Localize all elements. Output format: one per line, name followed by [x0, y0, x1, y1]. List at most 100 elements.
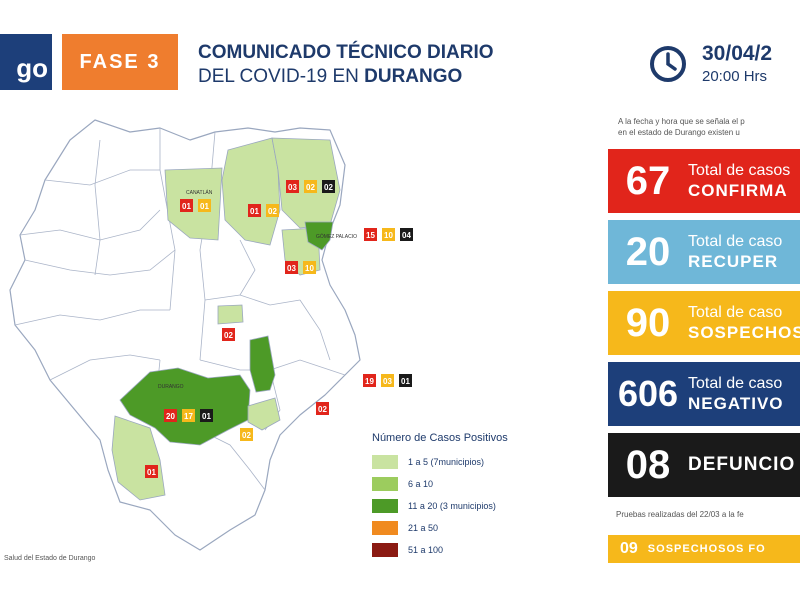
stat-confirmed-value: 67	[625, 158, 671, 203]
region-south-center	[247, 397, 281, 431]
stat-confirmed-title: CONFIRMA	[688, 181, 788, 200]
badge-0: 01	[182, 202, 191, 211]
stat-confirmed: 67 Total de casos CONFIRMA	[608, 149, 800, 213]
badge-2: 01	[250, 207, 259, 216]
legend-item: 1 a 5 (7municipios)	[372, 451, 508, 473]
suspected-bar-label: SOSPECHOSOS FO	[647, 543, 766, 555]
region-east-strip	[249, 335, 276, 393]
legend-label: 6 a 10	[408, 479, 434, 489]
legend-swatch	[372, 543, 398, 557]
badge-9-bg	[400, 228, 413, 241]
stat-negative-value: 606	[617, 373, 679, 414]
badge-15: 01	[202, 412, 211, 421]
stat-deaths-value: 08	[625, 442, 671, 487]
suspected-bar-value: 09	[620, 540, 638, 557]
badge-0-bg	[180, 199, 193, 212]
legend-swatch	[372, 521, 398, 535]
badge-13: 20	[166, 412, 175, 421]
badge-17-bg	[381, 374, 394, 387]
legend-label: 11 a 20 (3 municipios)	[408, 501, 496, 511]
suspected-bar: 09 SOSPECHOSOS FO	[608, 535, 800, 563]
badge-6-bg	[322, 180, 335, 193]
badge-13-bg	[164, 409, 177, 422]
badge-9: 04	[402, 231, 411, 240]
legend-item: 11 a 20 (3 municipios)	[372, 495, 508, 517]
badge-8: 10	[384, 231, 393, 240]
stat-suspected-label: Total de caso	[688, 304, 783, 321]
stat-recovered-title: RECUPER	[688, 252, 779, 271]
map-labels: CANATLÁN GÓMEZ PALACIO DURANGO	[158, 189, 357, 390]
badge-11-bg	[303, 261, 316, 274]
badge-14: 17	[184, 412, 193, 421]
badge-10: 03	[287, 264, 296, 273]
region-southwest	[111, 415, 166, 501]
badge-6: 02	[324, 183, 333, 192]
badge-19: 02	[318, 405, 327, 414]
badge-5-bg	[304, 180, 317, 193]
report-date: 30/04/2	[702, 42, 773, 65]
stat-suspected: 90 Total de caso SOSPECHOS	[608, 291, 800, 355]
stat-negative-title: NEGATIVO	[688, 394, 784, 413]
stat-recovered-value: 20	[625, 229, 671, 274]
legend-swatch	[372, 455, 398, 469]
stat-deaths: 08 DEFUNCIO	[608, 433, 800, 497]
badge-17: 03	[383, 377, 392, 386]
badge-16: 19	[365, 377, 374, 386]
stat-recovered-label: Total de caso	[688, 233, 783, 250]
badge-3-bg	[266, 204, 279, 217]
region-central-small	[217, 304, 244, 325]
stat-confirmed-label: Total de casos	[688, 162, 791, 179]
durango-logo: go	[0, 34, 52, 90]
badge-15-bg	[200, 409, 213, 422]
badge-19-bg	[316, 402, 329, 415]
page-title: COMUNICADO TÉCNICO DIARIO	[198, 42, 494, 63]
badge-4: 03	[288, 183, 297, 192]
label-durango: DURANGO	[158, 384, 184, 390]
intro-text: A la fecha y hora que se señala el p en …	[618, 117, 745, 137]
badge-18: 01	[401, 377, 410, 386]
map-badges: 01 01 01 02 03 02 02 15 10 04 03 10 02 2…	[145, 180, 413, 478]
page-subtitle: DEL COVID-19 EN DURANGO	[198, 66, 463, 87]
source-note: Salud del Estado de Durango	[4, 555, 96, 562]
legend-item: 6 a 10	[372, 473, 508, 495]
legend-label: 1 a 5 (7municipios)	[408, 457, 485, 467]
legend-swatch	[372, 499, 398, 513]
region-gomez-palacio	[304, 221, 334, 251]
map-legend: Número de Casos Positivos 1 a 5 (7munici…	[372, 432, 508, 561]
badge-20-bg	[240, 428, 253, 441]
badge-20: 02	[242, 431, 251, 440]
badge-10-bg	[285, 261, 298, 274]
report-time: 20:00 Hrs	[702, 68, 768, 85]
stat-deaths-title: DEFUNCIO	[688, 454, 796, 475]
badge-1-bg	[198, 199, 211, 212]
clock-icon	[650, 46, 686, 82]
stat-negative: 606 Total de caso NEGATIVO	[608, 362, 800, 426]
stat-recovered: 20 Total de caso RECUPER	[608, 220, 800, 284]
stat-suspected-value: 90	[625, 300, 671, 345]
tests-footnote: Pruebas realizadas del 22/03 a la fe	[616, 510, 744, 519]
legend-item: 21 a 50	[372, 517, 508, 539]
legend-label: 21 a 50	[408, 523, 439, 533]
legend-title: Número de Casos Positivos	[372, 432, 508, 444]
badge-18-bg	[399, 374, 412, 387]
badge-16-bg	[363, 374, 376, 387]
badge-14-bg	[182, 409, 195, 422]
phase-badge: FASE 3	[62, 34, 178, 90]
stat-negative-label: Total de caso	[688, 375, 783, 392]
badge-21: 01	[147, 468, 156, 477]
badge-7-bg	[364, 228, 377, 241]
badge-11: 10	[305, 264, 314, 273]
badge-21-bg	[145, 465, 158, 478]
stat-suspected-title: SOSPECHOS	[688, 323, 800, 342]
label-gomez-palacio: GÓMEZ PALACIO	[316, 233, 357, 240]
legend-swatch	[372, 477, 398, 491]
badge-1: 01	[200, 202, 209, 211]
badge-2-bg	[248, 204, 261, 217]
badge-12-bg	[222, 328, 235, 341]
badge-12: 02	[224, 331, 233, 340]
durango-map: CANATLÁN GÓMEZ PALACIO DURANGO 01 01 01 …	[9, 119, 413, 551]
badge-7: 15	[366, 231, 375, 240]
label-canatlan: CANATLÁN	[186, 189, 213, 196]
badge-5: 02	[306, 183, 315, 192]
legend-label: 51 a 100	[408, 545, 444, 555]
